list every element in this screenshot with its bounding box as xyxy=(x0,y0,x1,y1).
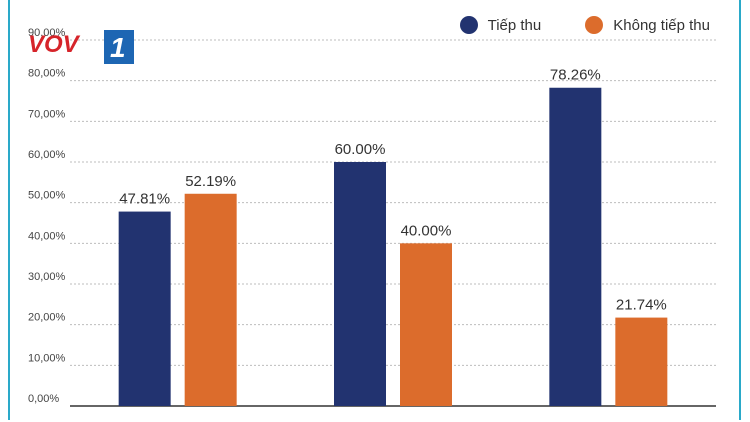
y-tick-label: 20,00% xyxy=(28,312,66,324)
y-tick-label: 30,00% xyxy=(28,271,66,283)
chart-legend: Tiếp thu Không tiếp thu xyxy=(430,16,710,34)
bar-series1-cat2 xyxy=(334,162,386,406)
svg-text:1: 1 xyxy=(110,32,126,63)
y-tick-label: 80,00% xyxy=(28,68,66,80)
data-label-series1-cat1: 47.81% xyxy=(119,191,170,208)
data-label-series2-cat2: 40.00% xyxy=(401,222,452,239)
data-label-series2-cat3: 21.74% xyxy=(616,297,667,314)
vov1-logo: VOV 1 xyxy=(28,30,138,64)
legend-swatch-series2 xyxy=(585,16,604,34)
y-tick-label: 40,00% xyxy=(28,230,66,242)
bar-series2-cat3 xyxy=(615,317,668,406)
data-label-series1-cat3: 78.26% xyxy=(550,67,601,84)
chart-frame xyxy=(8,0,741,420)
y-tick-label: 0,00% xyxy=(28,393,59,405)
y-tick-label: 60,00% xyxy=(28,149,66,161)
legend-label-series1: Tiếp thu xyxy=(487,16,542,34)
svg-text:VOV: VOV xyxy=(28,31,81,58)
y-tick-label: 50,00% xyxy=(28,190,66,202)
y-tick-label: 90,00% xyxy=(28,27,66,39)
bar-series2-cat2 xyxy=(400,243,452,406)
bar-series1-cat3 xyxy=(549,87,602,406)
data-label-series2-cat1: 52.19% xyxy=(185,173,236,190)
legend-swatch-series1 xyxy=(459,16,478,34)
data-label-series1-cat2: 60.00% xyxy=(335,141,386,158)
legend-label-series2: Không tiếp thu xyxy=(613,16,710,34)
vov1-logo-icon: VOV 1 xyxy=(28,30,134,64)
y-tick-label: 70,00% xyxy=(28,108,66,120)
y-tick-label: 10,00% xyxy=(28,352,66,364)
legend-item-series2: Không tiếp thu xyxy=(585,16,710,34)
bar-series2-cat1 xyxy=(184,193,237,406)
legend-item-series1: Tiếp thu xyxy=(459,16,542,34)
bar-series1-cat1 xyxy=(118,211,171,406)
